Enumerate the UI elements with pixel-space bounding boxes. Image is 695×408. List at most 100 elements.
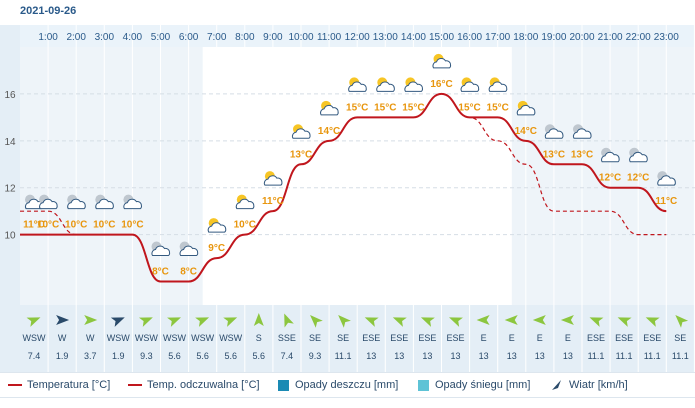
sun-cloud-icon [460, 77, 480, 92]
temperature-data-label: 14°C [515, 126, 537, 137]
sun-cloud-icon [235, 194, 255, 210]
wind-direction-label: E [481, 333, 487, 343]
wind-speed-label: 7.4 [281, 351, 294, 361]
wind-direction-label: E [509, 333, 515, 343]
hour-label: 9:00 [263, 32, 283, 43]
moon-cloud-icon [179, 241, 199, 257]
temperature-data-label: 15°C [346, 102, 368, 113]
wind-arrow-icon [532, 315, 546, 325]
wind-direction-label: WSW [191, 333, 214, 343]
moon-cloud-icon [67, 194, 86, 210]
wind-direction-label: ESE [418, 333, 436, 343]
wind-arrow-icon [195, 317, 210, 327]
wind-speed-label: 3.7 [84, 351, 97, 361]
temperature-data-label: 16°C [430, 79, 452, 90]
wind-speed-label: 13 [450, 351, 460, 361]
hour-label: 2:00 [66, 32, 86, 43]
wind-arrow-icon [167, 317, 181, 327]
wind-arrow-icon [364, 317, 379, 327]
wind-arrow-icon [420, 317, 435, 327]
wind-direction-label: W [86, 333, 95, 343]
sun-cloud-icon [348, 77, 367, 92]
sun-cloud-icon [320, 100, 339, 116]
temperature-data-label: 10°C [93, 220, 115, 231]
legend-wind: Wiatr [km/h] [550, 379, 628, 391]
temperature-data-label: 10°C [37, 220, 59, 231]
hour-label: 10:00 [288, 32, 313, 43]
wind-direction-label: ESE [587, 333, 605, 343]
wind-direction-label: WSW [23, 333, 46, 343]
sun-cloud-icon [516, 100, 536, 116]
temperature-line [19, 92, 667, 283]
hour-label: 16:00 [457, 32, 482, 43]
temperature-data-label: 11°C [23, 220, 45, 231]
wind-arrow-icon [310, 315, 323, 328]
temperature-data-label: 13°C [290, 149, 312, 160]
moon-cloud-icon [123, 194, 142, 210]
temperature-data-label: 12°C [599, 173, 621, 184]
moon-cloud-icon [151, 241, 171, 257]
hour-label: 7:00 [207, 32, 227, 43]
wind-speed-label: 13 [479, 351, 489, 361]
hour-label: 14:00 [401, 32, 426, 43]
wind-arrow-icon [223, 317, 238, 327]
temperature-data-label: 15°C [487, 102, 509, 113]
wind-speed-label: 11.1 [616, 351, 633, 361]
hour-label: 18:00 [513, 32, 538, 43]
weather-chart: 10 12 14 16 1:00 2:00 3:00 4:00 5:00 6:00 7:00 8:00… [0, 25, 695, 372]
wind-direction-label: WSW [219, 333, 242, 343]
legend-feels-like: Temp. odczuwalna [°C] [128, 379, 260, 391]
hour-label: 6:00 [179, 32, 199, 43]
moon-cloud-icon [572, 124, 592, 139]
wind-arrow-icon [110, 317, 125, 327]
legend-temperature-label: Temperatura [°C] [27, 379, 111, 391]
wind-speed-label: 13 [366, 351, 376, 361]
wind-direction-label: S [256, 333, 262, 343]
wind-speed-label: 11.1 [644, 351, 661, 361]
wind-direction-label: SE [674, 333, 686, 343]
feels-like-line-swatch [128, 384, 142, 386]
wind-speed-label: 11.1 [335, 351, 352, 361]
hour-label: 23:00 [654, 32, 679, 43]
temperature-data-label: 8°C [180, 267, 197, 278]
hour-label: 3:00 [95, 32, 115, 43]
moon-cloud-icon [24, 194, 44, 210]
wind-direction-label: WSW [107, 333, 130, 343]
wind-arrow-icon [56, 315, 70, 325]
wind-direction-label: ESE [362, 333, 380, 343]
wind-direction-label: SE [337, 333, 349, 343]
hour-label: 1:00 [38, 32, 58, 43]
wind-arrow-icon [589, 317, 604, 327]
hour-label: 8:00 [235, 32, 255, 43]
sun-cloud-icon [488, 77, 508, 92]
wind-direction-label: W [58, 333, 67, 343]
wind-direction-label: ESE [615, 333, 633, 343]
legend-snow-label: Opady śniegu [mm] [435, 379, 531, 391]
wind-arrow-icon [675, 315, 689, 328]
temperature-data-label: 12°C [627, 173, 649, 184]
hour-label: 21:00 [598, 32, 623, 43]
temperature-data-label: 11°C [655, 196, 677, 207]
temperature-data-label: 10°C [121, 220, 143, 231]
legend-wind-label: Wiatr [km/h] [569, 379, 628, 391]
wind-arrow-icon [449, 317, 463, 327]
wind-speed-label: 11.1 [588, 351, 605, 361]
hour-label: 17:00 [485, 32, 510, 43]
hour-label: 22:00 [626, 32, 651, 43]
temperature-data-label: 11°C [262, 196, 284, 207]
wind-speed-label: 13 [507, 351, 517, 361]
wind-speed-label: 7.4 [28, 351, 41, 361]
wind-speed-label: 1.9 [112, 351, 125, 361]
wind-arrow-icon [476, 315, 490, 325]
wind-speed-label: 5.6 [168, 351, 181, 361]
sun-cloud-icon [263, 171, 283, 186]
hour-label: 12:00 [345, 32, 370, 43]
sun-cloud-icon [207, 218, 227, 233]
rain-swatch [278, 379, 289, 391]
y-tick-label: 16 [4, 90, 16, 101]
wind-arrow-icon [284, 313, 294, 328]
temperature-data-label: 15°C [374, 102, 396, 113]
wind-speed-label: 13 [563, 351, 573, 361]
wind-speed-label: 13 [422, 351, 432, 361]
legend-snow: Opady śniegu [mm] [418, 379, 530, 391]
